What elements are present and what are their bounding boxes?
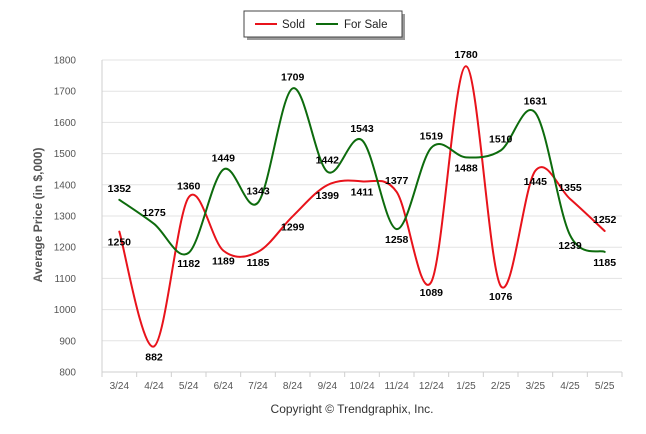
series-line-for-sale xyxy=(118,87,606,256)
data-label-for-sale: 1543 xyxy=(350,123,374,135)
x-tick-label: 11/24 xyxy=(385,381,410,392)
copyright-credit: Copyright © Trendgraphix, Inc. xyxy=(271,402,434,416)
data-label-for-sale: 1182 xyxy=(177,258,200,270)
axes: 800 900 1000 1100 1200 1300 1400 1500 1600 1700 18… xyxy=(54,56,623,392)
data-label-for-sale: 1442 xyxy=(316,155,340,167)
data-label-sold: 882 xyxy=(145,351,163,363)
y-tick-label: 1700 xyxy=(54,87,77,98)
x-tick-label: 6/24 xyxy=(214,381,234,392)
legend-label-sold: Sold xyxy=(282,19,305,31)
x-tick-label: 10/24 xyxy=(349,381,374,392)
data-label-for-sale: 1488 xyxy=(454,162,478,174)
series xyxy=(118,65,606,348)
data-label-for-sale: 1275 xyxy=(142,207,166,219)
data-label-sold: 1076 xyxy=(489,291,513,303)
data-label-for-sale: 1239 xyxy=(558,240,582,252)
legend: Sold For Sale xyxy=(243,10,405,40)
data-labels: 1250 882 1360 1189 1185 1299 1399 1411 1377 1089 1… xyxy=(108,49,617,363)
y-tick-label: 900 xyxy=(59,336,76,347)
data-label-sold: 1399 xyxy=(316,190,340,202)
data-label-sold: 1377 xyxy=(385,175,409,187)
y-tick-label: 1400 xyxy=(54,180,77,191)
data-label-for-sale: 1709 xyxy=(281,71,305,83)
y-tick-label: 1100 xyxy=(54,274,76,285)
data-label-for-sale: 1519 xyxy=(420,131,444,143)
y-tick-label: 800 xyxy=(59,368,76,379)
y-tick-label: 1500 xyxy=(54,149,77,160)
data-label-sold: 1411 xyxy=(351,186,374,198)
data-label-sold: 1089 xyxy=(420,287,444,299)
x-tick-label: 9/24 xyxy=(318,381,338,392)
data-label-sold: 1189 xyxy=(212,256,235,268)
x-tick-label: 7/24 xyxy=(248,381,268,392)
x-tick-label: 4/25 xyxy=(560,381,580,392)
series-line-sold xyxy=(118,65,606,348)
y-axis-title: Average Price (in $,000) xyxy=(31,148,45,283)
data-label-for-sale: 1185 xyxy=(593,257,616,269)
x-tick-label: 5/24 xyxy=(179,381,199,392)
legend-label-for-sale: For Sale xyxy=(344,19,387,31)
data-label-sold: 1355 xyxy=(558,182,582,194)
x-tick-label: 3/24 xyxy=(110,381,130,392)
x-tick-label: 1/25 xyxy=(456,381,476,392)
x-tick-label: 4/24 xyxy=(144,381,164,392)
y-tick-label: 1300 xyxy=(54,212,77,223)
y-tick-label: 1200 xyxy=(54,243,77,254)
y-tick-label: 1800 xyxy=(54,56,77,67)
data-label-sold: 1185 xyxy=(247,257,270,269)
data-label-sold: 1445 xyxy=(524,176,548,188)
x-tick-label: 5/25 xyxy=(595,381,615,392)
data-label-sold: 1360 xyxy=(177,180,201,192)
data-label-for-sale: 1510 xyxy=(489,133,513,145)
data-label-for-sale: 1631 xyxy=(524,96,548,108)
y-tick-label: 1600 xyxy=(54,118,77,129)
x-tick-label: 3/25 xyxy=(526,381,546,392)
data-label-sold: 1780 xyxy=(454,49,478,61)
x-tick-label: 8/24 xyxy=(283,381,303,392)
data-label-for-sale: 1352 xyxy=(108,183,132,195)
data-label-sold: 1252 xyxy=(593,214,617,226)
data-label-sold: 1250 xyxy=(108,237,132,249)
x-tick-label: 2/25 xyxy=(491,381,511,392)
data-label-for-sale: 1449 xyxy=(212,153,236,165)
data-label-sold: 1299 xyxy=(281,221,305,233)
x-tick-label: 12/24 xyxy=(419,381,444,392)
y-tick-label: 1000 xyxy=(54,305,77,316)
data-label-for-sale: 1258 xyxy=(385,234,409,246)
data-label-for-sale: 1343 xyxy=(246,186,270,198)
